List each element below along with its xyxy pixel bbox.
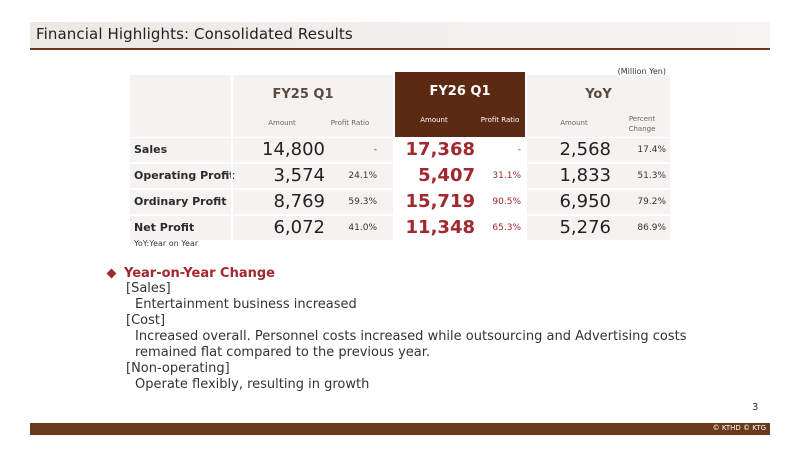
highlight-column-bg bbox=[395, 164, 525, 188]
header-group-yoy: YoY Amount Percent Change bbox=[527, 75, 670, 137]
copyright: © KTHD © KTG bbox=[712, 424, 766, 432]
fy25-amount: 8,769 bbox=[273, 191, 325, 212]
column-divider bbox=[525, 75, 527, 137]
unit-note: (Million Yen) bbox=[617, 67, 666, 76]
fy25-amount: 3,574 bbox=[273, 165, 325, 186]
fy25-ratio: - bbox=[373, 145, 377, 155]
commentary-line: [Sales] bbox=[126, 281, 171, 296]
fy26-amount: 15,719 bbox=[405, 191, 475, 212]
fy25-ratio: 24.1% bbox=[348, 171, 377, 181]
yoy-percent: 79.2% bbox=[637, 197, 666, 207]
highlight-column-bg bbox=[395, 190, 525, 214]
column-divider bbox=[231, 190, 233, 214]
column-divider bbox=[231, 216, 233, 240]
table-row: Net Profit 6,072 41.0% 11,348 65.3% 5,27… bbox=[130, 216, 670, 240]
column-divider bbox=[393, 75, 395, 137]
header-group-fy26: FY26 Q1 Amount Profit Ratio bbox=[395, 72, 525, 137]
column-divider bbox=[393, 190, 395, 214]
column-divider bbox=[525, 164, 527, 188]
fy26-amount: 17,368 bbox=[405, 139, 475, 160]
sub-label-profit-ratio: Profit Ratio bbox=[330, 119, 370, 127]
sub-label-profit-ratio: Profit Ratio bbox=[480, 116, 520, 124]
group-label: YoY bbox=[585, 87, 612, 102]
sub-label-amount: Amount bbox=[420, 116, 448, 124]
fy25-amount: 14,800 bbox=[262, 139, 325, 160]
yoy-percent: 17.4% bbox=[637, 145, 666, 155]
table-row: Ordinary Profit 8,769 59.3% 15,719 90.5%… bbox=[130, 190, 670, 214]
table-row: Sales 14,800 - 17,368 - 2,568 17.4% bbox=[130, 138, 670, 162]
column-divider bbox=[393, 164, 395, 188]
column-divider bbox=[231, 75, 233, 137]
highlight-column-bg bbox=[395, 216, 525, 240]
yoy-amount: 6,950 bbox=[559, 191, 611, 212]
row-label: Ordinary Profit bbox=[134, 195, 227, 208]
column-divider bbox=[525, 216, 527, 240]
commentary-line: [Non-operating] bbox=[126, 361, 230, 376]
table-header: FY25 Q1 Amount Profit Ratio FY26 Q1 Amou… bbox=[130, 72, 670, 137]
fy26-amount: 11,348 bbox=[405, 217, 475, 238]
fy26-ratio: - bbox=[517, 145, 521, 155]
header-group-fy25: FY25 Q1 Amount Profit Ratio bbox=[233, 75, 373, 137]
fy25-ratio: 59.3% bbox=[348, 197, 377, 207]
column-divider bbox=[393, 138, 395, 162]
yoy-amount: 1,833 bbox=[559, 165, 611, 186]
row-label: Sales bbox=[134, 143, 168, 156]
footer-bar: © KTHD © KTG bbox=[30, 423, 770, 435]
fy26-ratio: 31.1% bbox=[492, 171, 521, 181]
commentary-line: [Cost] bbox=[126, 313, 166, 328]
group-label: FY25 Q1 bbox=[272, 87, 334, 102]
title-bar: Financial Highlights: Consolidated Resul… bbox=[30, 22, 770, 48]
highlight-column-bg bbox=[395, 138, 525, 162]
commentary-line: Increased overall. Personnel costs incre… bbox=[135, 329, 687, 344]
diamond-bullet-icon bbox=[106, 268, 117, 279]
group-label: FY26 Q1 bbox=[429, 84, 491, 99]
row-label: Net Profit bbox=[134, 221, 195, 234]
commentary-line: Entertainment business increased bbox=[135, 297, 357, 312]
sub-label-amount: Amount bbox=[268, 119, 296, 127]
fy26-ratio: 90.5% bbox=[492, 197, 521, 207]
column-divider bbox=[393, 216, 395, 240]
table-row: Operating Profit 3,574 24.1% 5,407 31.1%… bbox=[130, 164, 670, 188]
title-underline bbox=[30, 48, 770, 50]
fy25-ratio: 41.0% bbox=[348, 223, 377, 233]
yoy-percent: 86.9% bbox=[637, 223, 666, 233]
slide-title: Financial Highlights: Consolidated Resul… bbox=[36, 25, 353, 43]
sub-label-percent-change: Percent Change bbox=[617, 114, 667, 134]
sub-label-amount: Amount bbox=[560, 119, 588, 127]
yoy-amount: 5,276 bbox=[559, 217, 611, 238]
commentary-line: remained flat compared to the previous y… bbox=[135, 345, 431, 360]
fy26-amount: 5,407 bbox=[418, 165, 475, 186]
column-divider bbox=[231, 138, 233, 162]
commentary-heading: Year-on-Year Change bbox=[124, 266, 275, 281]
column-divider bbox=[525, 190, 527, 214]
sub-label-change: Change bbox=[628, 125, 656, 133]
fy26-ratio: 65.3% bbox=[492, 223, 521, 233]
yoy-amount: 2,568 bbox=[559, 139, 611, 160]
footnote: YoY:Year on Year bbox=[134, 239, 199, 248]
column-divider bbox=[525, 138, 527, 162]
page-number: 3 bbox=[752, 402, 759, 413]
row-label: Operating Profit bbox=[134, 169, 235, 182]
commentary-line: Operate flexibly, resulting in growth bbox=[135, 377, 370, 392]
fy25-amount: 6,072 bbox=[273, 217, 325, 238]
yoy-percent: 51.3% bbox=[637, 171, 666, 181]
column-divider bbox=[231, 164, 233, 188]
sub-label-percent: Percent bbox=[628, 115, 656, 123]
